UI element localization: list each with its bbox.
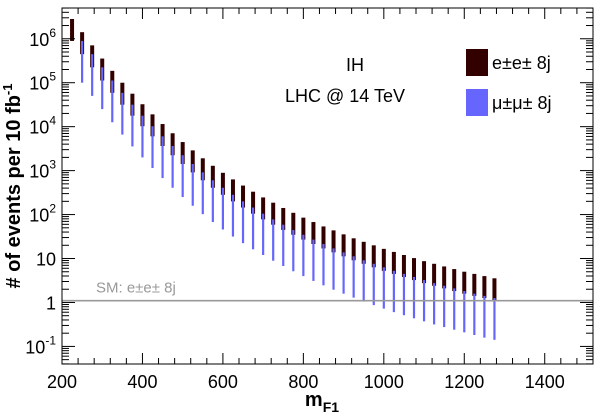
x-tick-label-200: 200 — [47, 372, 77, 392]
legend-label-ee: e±e± 8j — [492, 53, 551, 73]
y-tick-label-6: 106 — [29, 26, 56, 50]
reference-layer: SM: e±e± 8j — [62, 280, 593, 302]
annotation-title: IH — [346, 55, 364, 75]
annotation-subtitle: LHC @ 14 TeV — [285, 86, 405, 106]
x-tick-label-1000: 1000 — [364, 372, 404, 392]
legend-label-mumu: μ±μ± 8j — [492, 93, 552, 113]
x-axis-title-main: m — [305, 389, 323, 411]
y-tick-label-5: 105 — [29, 70, 56, 94]
y-tick-label-3: 103 — [29, 158, 56, 182]
x-tick-label-1200: 1200 — [444, 372, 484, 392]
legend-swatch-mumu — [466, 89, 488, 116]
y-tick-label-2: 102 — [29, 202, 56, 226]
x-axis-title-sub: F1 — [323, 399, 340, 414]
x-tick-label-400: 400 — [127, 372, 157, 392]
legend: e±e± 8j μ±μ± 8j — [466, 49, 552, 116]
x-tick-label-800: 800 — [288, 372, 318, 392]
bars-layer — [70, 18, 497, 340]
x-axis-title: mF1 — [305, 389, 339, 414]
y-axis-title-sup: -1 — [0, 84, 15, 96]
x-tick-label-600: 600 — [208, 372, 238, 392]
ticks-layer — [61, 7, 593, 365]
y-tick-label--1: 10-1 — [25, 333, 56, 357]
y-tick-label-0: 1 — [46, 293, 56, 313]
y-tick-label-4: 104 — [29, 114, 56, 138]
y-tick-labels: 10-1 1 10 102 103 104 105 106 — [25, 26, 56, 358]
sm-reference-label: SM: e±e± 8j — [96, 280, 176, 297]
y-axis-title-main: # of events per 10 fb — [3, 95, 25, 288]
y-tick-label-1: 10 — [36, 250, 56, 270]
legend-swatch-ee — [466, 49, 488, 76]
x-tick-label-1400: 1400 — [525, 372, 565, 392]
x-tick-labels: 200 400 600 800 1000 1200 1400 — [47, 372, 565, 392]
plot-frame — [61, 7, 594, 365]
y-axis-title: # of events per 10 fb-1 — [0, 84, 25, 289]
